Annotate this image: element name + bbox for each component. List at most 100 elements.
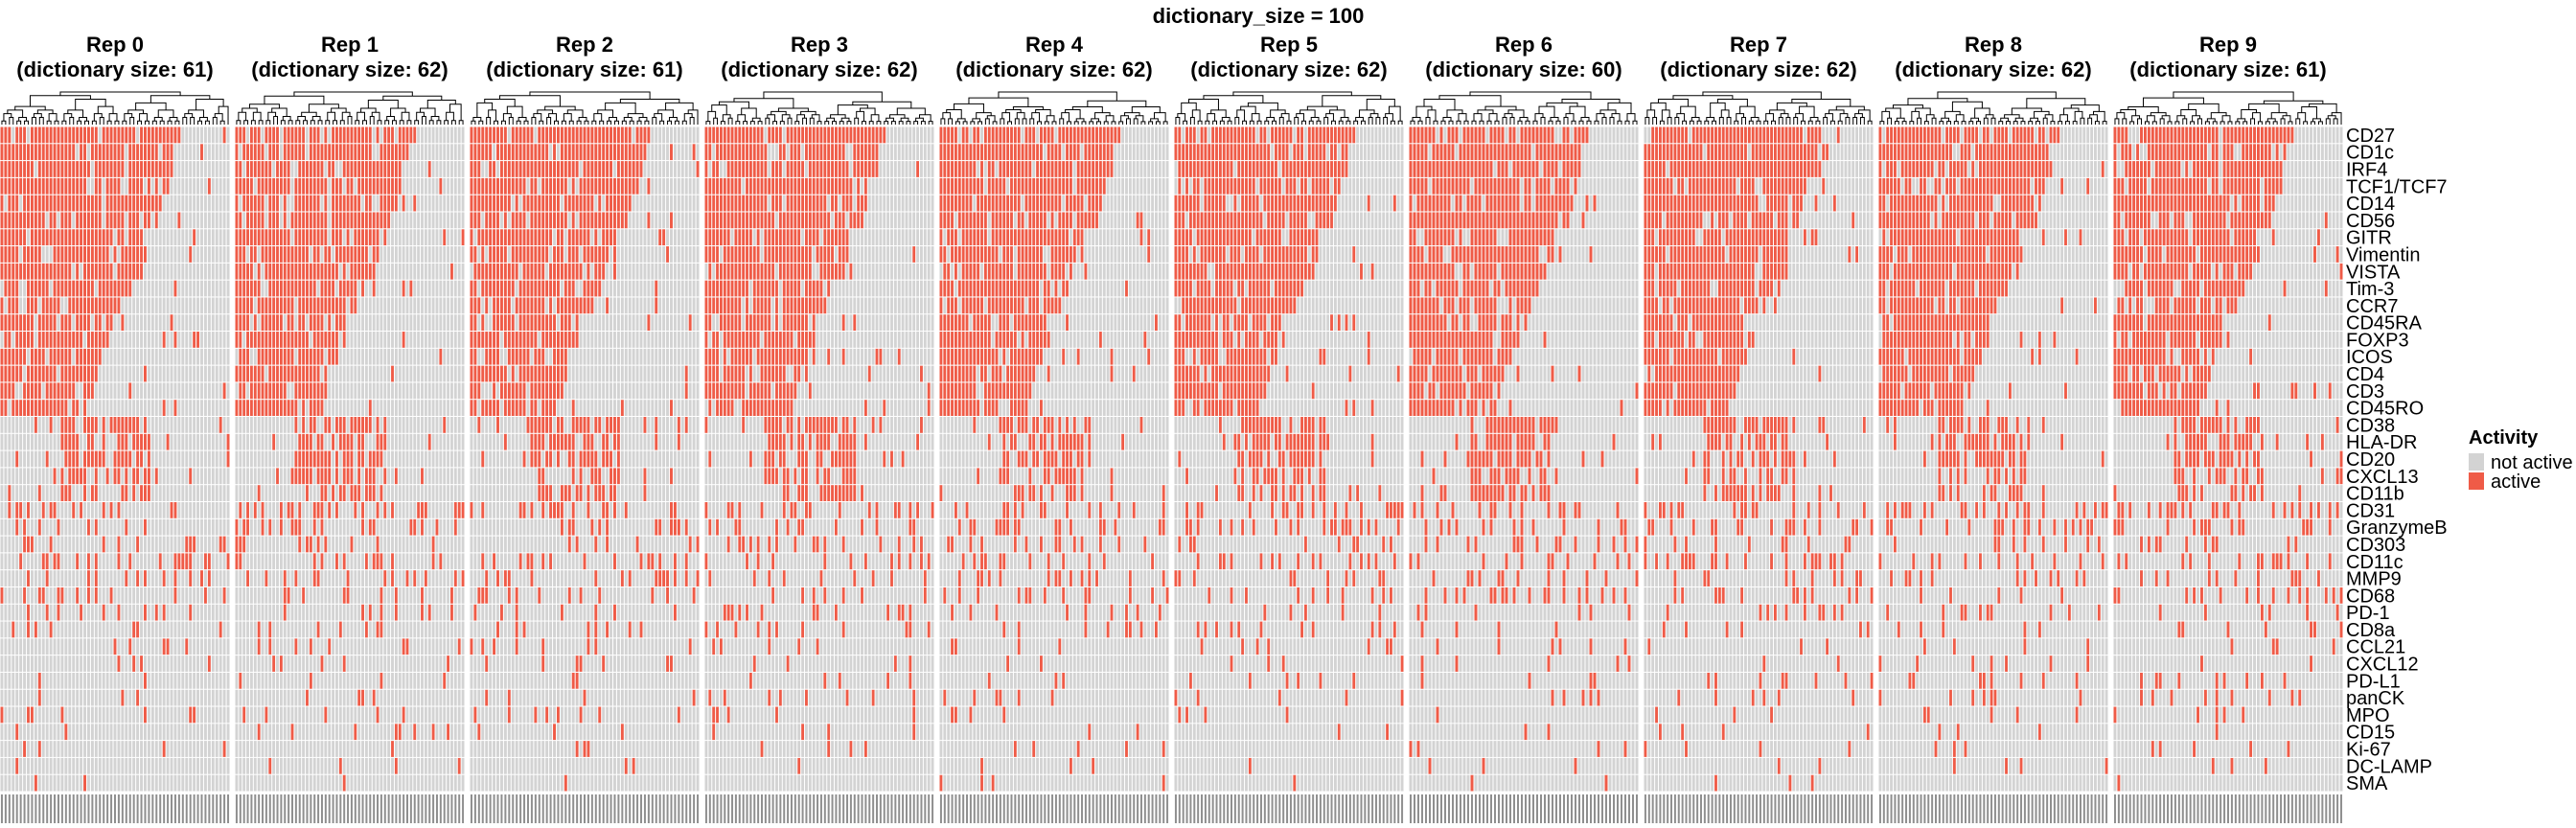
heatmap-cell — [332, 724, 334, 740]
heatmap-cell — [328, 212, 331, 228]
heatmap-cell — [223, 622, 226, 638]
heatmap-cell — [151, 741, 154, 757]
heatmap-cell — [294, 161, 297, 177]
heatmap-cell — [291, 246, 294, 263]
heatmap-cell — [159, 417, 162, 433]
heatmap-cell — [328, 690, 331, 706]
heatmap-cell — [298, 502, 301, 518]
heatmap-cell — [72, 212, 75, 228]
heatmap-cell — [181, 400, 184, 416]
heatmap-cell — [216, 349, 218, 365]
heatmap-cell — [432, 758, 435, 774]
heatmap-cell — [95, 127, 98, 144]
heatmap-cell — [103, 281, 105, 297]
heatmap-cell — [246, 246, 249, 263]
heatmap-cell — [38, 417, 41, 433]
heatmap-cell — [12, 485, 14, 501]
heatmap-cell — [208, 281, 211, 297]
heatmap-cell — [462, 400, 465, 416]
heatmap-cell — [239, 758, 242, 774]
heatmap-cell — [19, 229, 22, 245]
heatmap-cell — [332, 485, 334, 501]
heatmap-cell — [395, 196, 398, 212]
heatmap-cell — [87, 502, 90, 518]
heatmap-cell — [106, 417, 109, 433]
heatmap-cell — [462, 246, 465, 263]
heatmap-cell — [239, 673, 242, 689]
heatmap-cell — [317, 417, 320, 433]
heatmap-cell — [310, 570, 312, 586]
heatmap-cell — [173, 638, 176, 655]
heatmap-cell — [83, 144, 86, 160]
heatmap-cell — [23, 468, 26, 484]
heatmap-cell — [91, 332, 94, 348]
heatmap-cell — [219, 485, 222, 501]
heatmap-cell — [114, 127, 117, 144]
heatmap-cell — [387, 741, 390, 757]
heatmap-cell — [72, 349, 75, 365]
heatmap-cell — [208, 229, 211, 245]
heatmap-cell — [421, 246, 424, 263]
heatmap-cell — [128, 229, 131, 245]
heatmap-cell — [27, 400, 30, 416]
heatmap-cell — [196, 485, 199, 501]
heatmap-cell — [447, 196, 449, 212]
heatmap-cell — [409, 622, 412, 638]
heatmap-cell — [264, 570, 267, 586]
heatmap-cell — [262, 605, 264, 621]
heatmap-cell — [313, 212, 316, 228]
heatmap-cell — [27, 690, 30, 706]
heatmap-cell — [91, 366, 94, 382]
heatmap-cell — [321, 127, 324, 144]
heatmap-cell — [19, 707, 22, 724]
heatmap-cell — [151, 724, 154, 740]
heatmap-cell — [12, 229, 14, 245]
heatmap-cell — [406, 553, 409, 569]
heatmap-cell — [1, 297, 4, 313]
heatmap-cell — [294, 553, 297, 569]
heatmap-cell — [298, 196, 301, 212]
heatmap-cell — [64, 196, 67, 212]
heatmap-cell — [219, 451, 222, 468]
heatmap-cell — [354, 690, 356, 706]
heatmap-cell — [60, 570, 63, 586]
heatmap-cell — [242, 485, 245, 501]
heatmap-cell — [339, 196, 342, 212]
heatmap-cell — [219, 741, 222, 757]
heatmap-cell — [262, 485, 264, 501]
heatmap-cell — [19, 281, 22, 297]
heatmap-cell — [246, 382, 249, 399]
panel-rep-0: Rep 0(dictionary size: 61) — [0, 33, 230, 823]
heatmap-cell — [204, 349, 207, 365]
heatmap-cell — [216, 161, 218, 177]
heatmap-cell — [335, 553, 338, 569]
heatmap-cell — [406, 502, 409, 518]
heatmap-cell — [216, 332, 218, 348]
heatmap-cell — [103, 451, 105, 468]
heatmap-cell — [254, 605, 257, 621]
heatmap-cell — [236, 314, 239, 331]
heatmap-cell — [272, 400, 275, 416]
heatmap-cell — [212, 485, 215, 501]
heatmap-cell — [128, 553, 131, 569]
heatmap-cell — [373, 229, 376, 245]
heatmap-cell — [272, 382, 275, 399]
heatmap-cell — [454, 502, 457, 518]
heatmap-cell — [1, 451, 4, 468]
column-label-mark — [80, 794, 82, 823]
heatmap-cell — [357, 281, 360, 297]
heatmap-cell — [8, 587, 11, 604]
heatmap-cell — [31, 281, 34, 297]
heatmap-cell — [193, 638, 196, 655]
heatmap-cell — [402, 570, 405, 586]
heatmap-cell — [159, 622, 162, 638]
heatmap-cell — [91, 434, 94, 450]
heatmap-cell — [432, 451, 435, 468]
heatmap-cell — [454, 417, 457, 433]
heatmap-cell — [83, 605, 86, 621]
heatmap-cell — [76, 144, 79, 160]
heatmap-cell — [272, 758, 275, 774]
heatmap-cell — [223, 724, 226, 740]
column-label-mark — [103, 794, 104, 823]
heatmap-cell — [425, 690, 427, 706]
